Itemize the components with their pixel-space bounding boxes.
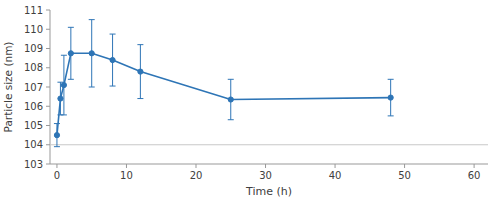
x-axis-label: Time (h) (245, 185, 292, 198)
error-bar (388, 79, 394, 116)
chart-svg: 0 10 20 30 40 50 60 103 104 105 106 107 108 109 110 111… (0, 0, 500, 200)
y-tick (46, 29, 50, 30)
data-point (68, 51, 73, 56)
y-tick (46, 67, 50, 68)
data-point (58, 96, 63, 101)
y-tick-label: 107 (24, 82, 43, 93)
x-tick (474, 164, 475, 168)
y-tick-label: 109 (24, 43, 43, 54)
data-point (228, 97, 233, 102)
error-bar (61, 55, 67, 115)
plot-area (50, 20, 488, 147)
error-bar (89, 20, 95, 87)
data-point (89, 51, 94, 56)
y-tick (46, 125, 50, 126)
x-tick-label: 60 (468, 170, 481, 181)
x-tick (196, 164, 197, 168)
error-bar (68, 27, 74, 79)
axes: 0 10 20 30 40 50 60 103 104 105 106 107 108 109 110 111 (24, 5, 488, 182)
y-axis-label: Particle size (nm) (2, 42, 14, 133)
x-tick-label: 0 (54, 170, 60, 181)
x-tick (335, 164, 336, 168)
data-point (388, 95, 393, 100)
y-tick (46, 87, 50, 88)
error-bar (137, 45, 143, 99)
x-tick (265, 164, 266, 168)
x-tick-label: 30 (259, 170, 272, 181)
x-tick-label: 10 (120, 170, 133, 181)
y-tick (46, 144, 50, 145)
error-bars (54, 20, 394, 147)
x-tick-label: 20 (190, 170, 203, 181)
y-tick-label: 111 (24, 5, 43, 16)
x-tick-label: 50 (398, 170, 411, 181)
y-tick-label: 108 (24, 62, 43, 73)
y-tick-label: 104 (24, 139, 43, 150)
y-tick (46, 10, 50, 11)
x-tick (404, 164, 405, 168)
error-bar (110, 34, 116, 86)
y-tick (46, 106, 50, 107)
data-line (57, 53, 391, 135)
data-point (110, 57, 115, 62)
chart-container: 0 10 20 30 40 50 60 103 104 105 106 107 108 109 110 111… (0, 0, 500, 200)
x-tick (56, 164, 57, 168)
y-tick-label: 103 (24, 159, 43, 170)
data-point (138, 69, 143, 74)
data-point (61, 82, 66, 87)
y-tick (46, 48, 50, 49)
markers (54, 51, 393, 138)
y-tick (46, 164, 50, 165)
y-tick-label: 110 (24, 24, 43, 35)
error-bar (228, 79, 234, 119)
reference-line (50, 144, 488, 145)
y-tick-label: 105 (24, 120, 43, 131)
x-tick (126, 164, 127, 168)
x-tick-label: 40 (329, 170, 342, 181)
data-point (54, 133, 59, 138)
y-tick-label: 106 (24, 101, 43, 112)
x-axis-line (50, 164, 488, 165)
